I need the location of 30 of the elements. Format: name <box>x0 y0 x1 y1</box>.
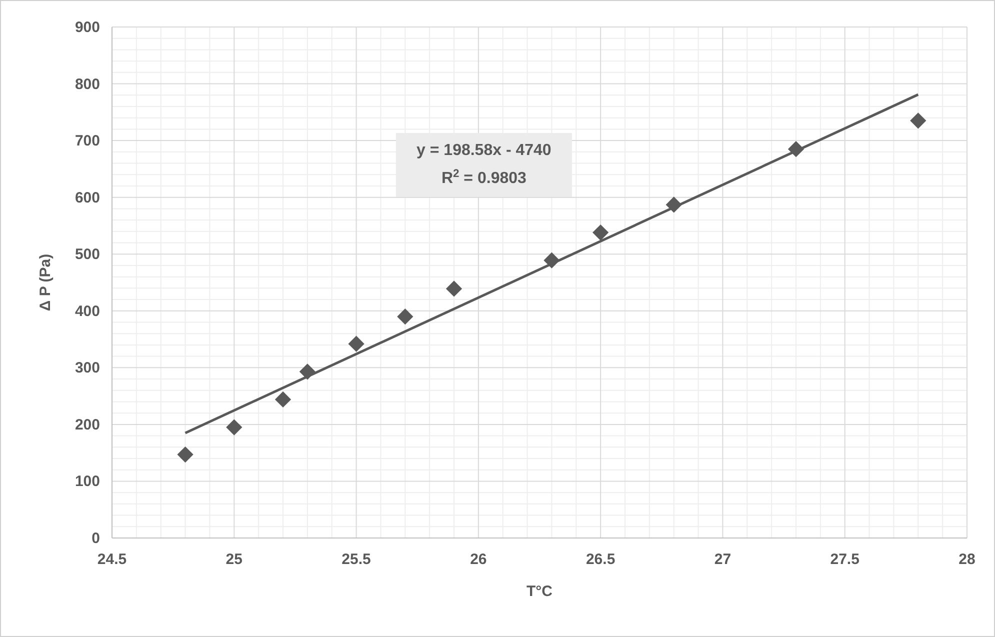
point <box>592 224 609 241</box>
point <box>274 391 292 408</box>
x-tick-label: 27.5 <box>830 551 860 568</box>
x-axis-title: T°C <box>526 583 553 600</box>
x-tick-label: 26 <box>470 551 487 568</box>
point <box>177 446 194 463</box>
x-tick-label: 26.5 <box>586 551 616 568</box>
y-tick-label: 400 <box>74 302 100 320</box>
y-tick-label: 200 <box>74 416 100 434</box>
annotation: y = 198.58x - 4740 <box>416 142 552 159</box>
x-tick-label: 25 <box>226 551 242 568</box>
point <box>226 419 242 436</box>
point <box>348 336 364 352</box>
x-tick-label: 28 <box>958 551 976 568</box>
point <box>397 308 414 325</box>
point <box>910 112 926 129</box>
y-tick-label: 100 <box>74 473 100 490</box>
x-tick-label: 27 <box>714 551 732 568</box>
y-tick-label: 900 <box>74 19 100 36</box>
y-axis-title: Δ P (Pa) <box>37 254 54 312</box>
point <box>446 280 462 297</box>
y-tick-label: 300 <box>74 360 100 377</box>
y-tick-label: 700 <box>74 132 100 150</box>
x-tick-label: 24.5 <box>97 551 127 568</box>
y-tick-label: 0 <box>92 530 100 547</box>
annotation: R$^{2}$ = 0.9803 <box>441 168 527 187</box>
y-tick-label: 500 <box>74 246 100 264</box>
y-tick-label: 800 <box>74 76 100 93</box>
x-tick-label: 25.5 <box>342 551 371 568</box>
y-tick-label: 600 <box>74 189 100 206</box>
